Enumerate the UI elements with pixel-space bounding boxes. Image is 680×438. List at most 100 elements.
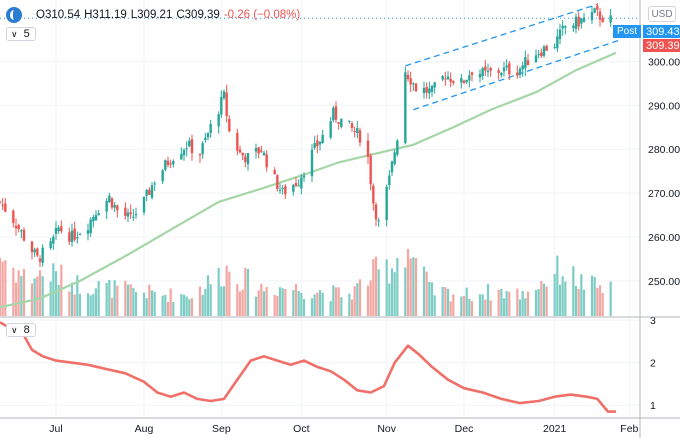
candle-body [598, 11, 602, 20]
volume-bars [0, 248, 612, 316]
candle-body [334, 106, 338, 120]
volume-bar [292, 290, 295, 316]
volume-bar [310, 298, 314, 316]
volume-bar [297, 291, 300, 316]
volume-bar [412, 257, 415, 316]
volume-bar [460, 296, 463, 316]
last-price-tag: 309.43 [643, 25, 680, 38]
candle-body [260, 150, 263, 152]
volume-bar [220, 286, 223, 316]
volume-bar [145, 298, 148, 316]
volume-bar [502, 298, 506, 316]
candle-body [310, 149, 314, 177]
candle-body [20, 230, 23, 232]
ohlc-header: O310.54 H311.19 L309.21 C309.39 -0.26 (−… [6, 6, 304, 24]
volume-bar [374, 256, 378, 316]
candle-body [593, 8, 596, 13]
candle-body [94, 215, 98, 221]
volume-bar [334, 287, 338, 316]
candle-body [244, 156, 247, 162]
volume-bar [590, 275, 594, 316]
moving-average [0, 51, 617, 309]
volume-bar [190, 298, 194, 316]
volume-bar [148, 284, 151, 316]
volume-bar [276, 295, 279, 316]
volume-bar [414, 257, 418, 316]
symbol-logo-icon [6, 7, 22, 23]
currency-badge[interactable]: USD [648, 6, 676, 22]
volume-bar [14, 282, 18, 316]
candle-body [486, 70, 490, 73]
volume-bar [68, 291, 71, 316]
candle-body [206, 133, 210, 138]
candle-body [428, 88, 431, 94]
grid [0, 0, 640, 418]
volume-bar [257, 290, 260, 316]
low-value: L309.21 [130, 9, 173, 21]
volume-bar [558, 284, 562, 316]
candle-body [609, 15, 612, 23]
volume-bar [198, 286, 202, 316]
candle-body [444, 78, 447, 80]
candle-body [68, 232, 71, 242]
main-indicators-toggle[interactable]: ∨ 5 [6, 27, 36, 41]
volume-bar [185, 296, 188, 316]
volume-bar [609, 281, 612, 316]
volume-bar [108, 279, 111, 316]
candle-body [537, 54, 540, 56]
volume-bar [444, 287, 447, 316]
volume-bar [348, 293, 351, 316]
candle-body [390, 161, 394, 173]
candle-body [281, 187, 284, 189]
volume-bar [241, 289, 244, 316]
volume-bar [366, 285, 370, 316]
volume-bar [542, 283, 546, 316]
candle-body [374, 204, 378, 220]
volume-bar [180, 294, 183, 316]
volume-bar [404, 267, 407, 316]
candle-body [148, 189, 151, 195]
volume-bar [396, 258, 399, 316]
candle-body [478, 73, 482, 78]
candle-body [41, 247, 44, 263]
candle-body [505, 65, 508, 68]
volume-bar [468, 298, 471, 316]
candle-body [236, 132, 239, 151]
indicator-series-line [0, 321, 616, 413]
volume-bar [116, 285, 119, 316]
volume-bar [553, 274, 556, 316]
candle-body [577, 16, 580, 27]
candle-body [366, 140, 370, 157]
volume-bar [134, 292, 138, 316]
volume-bar [278, 287, 282, 316]
volume-bar [150, 290, 154, 316]
volume-bar [406, 248, 410, 316]
candle-body [468, 75, 471, 81]
x-tick-label: 2021 [543, 423, 567, 435]
volume-bar [505, 291, 508, 316]
candle-body [116, 205, 119, 211]
candle-body [241, 152, 244, 156]
volume-bar [593, 277, 596, 316]
candle-body [412, 83, 415, 85]
volume-bar [225, 265, 228, 316]
volume-bar [497, 289, 500, 316]
candle-body [540, 52, 543, 57]
volume-bar [385, 259, 388, 316]
candle-body [278, 189, 282, 191]
candle-body [220, 97, 223, 115]
x-tick-label: Feb [620, 423, 638, 435]
volume-bar [89, 295, 92, 316]
volume-bar [577, 288, 580, 316]
candle-body [110, 198, 114, 208]
candle-body [86, 230, 90, 234]
sub-indicators-toggle[interactable]: ∨ 8 [6, 323, 36, 337]
candle-body [425, 86, 428, 93]
candle-body [332, 107, 335, 121]
volume-bar [433, 295, 436, 316]
candle-body [78, 233, 82, 235]
candle-body [297, 185, 300, 187]
post-market-label: Post [613, 25, 641, 38]
